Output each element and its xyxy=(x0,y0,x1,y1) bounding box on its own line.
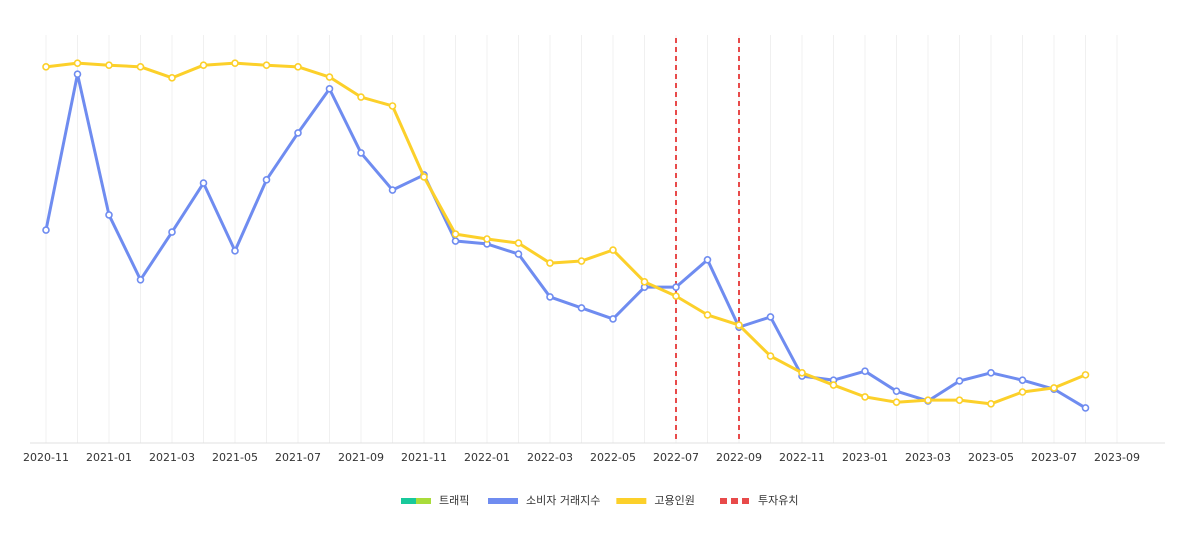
x-tick-label: 2021-07 xyxy=(275,451,321,464)
point xyxy=(1081,404,1090,412)
point xyxy=(451,237,460,245)
x-tick-label: 2023-09 xyxy=(1094,451,1140,464)
x-tick-label: 2023-05 xyxy=(968,451,1014,464)
x-tick-label: 2023-03 xyxy=(905,451,951,464)
x-tick-label: 2022-01 xyxy=(464,451,510,464)
point xyxy=(357,149,365,157)
point xyxy=(987,400,995,408)
legend-label: 소비자 거래지수 xyxy=(526,494,600,507)
point xyxy=(420,173,428,181)
point xyxy=(766,352,775,360)
point xyxy=(451,230,460,238)
point xyxy=(168,74,176,82)
point xyxy=(42,226,50,234)
x-tick-label: 2020-11 xyxy=(23,451,69,464)
legend-label: 트래픽 xyxy=(439,494,469,507)
point xyxy=(609,246,617,254)
point xyxy=(1018,388,1027,396)
x-tick-label: 2023-01 xyxy=(842,451,888,464)
point xyxy=(766,313,775,321)
point xyxy=(388,186,397,194)
x-tick-label: 2022-07 xyxy=(653,451,699,464)
legend-swatch xyxy=(616,498,647,504)
point xyxy=(199,179,208,187)
point xyxy=(325,73,334,81)
point xyxy=(735,321,743,329)
point xyxy=(105,211,113,219)
point xyxy=(546,293,554,301)
series-line xyxy=(44,72,1087,410)
point xyxy=(955,396,964,404)
point xyxy=(861,367,869,375)
point xyxy=(42,63,50,71)
x-tick-label: 2022-03 xyxy=(527,451,573,464)
x-tick-label: 2023-07 xyxy=(1031,451,1077,464)
series-line xyxy=(45,61,1087,406)
legend-swatch xyxy=(720,498,727,504)
x-tick-label: 2021-11 xyxy=(401,451,447,464)
x-tick-label: 2022-05 xyxy=(590,451,636,464)
point xyxy=(829,381,838,389)
point xyxy=(168,228,176,236)
point xyxy=(357,93,365,101)
legend-swatch xyxy=(742,498,749,504)
point xyxy=(388,102,397,110)
point xyxy=(640,278,649,286)
point xyxy=(294,129,302,137)
point xyxy=(1018,376,1027,384)
x-tick-label: 2022-11 xyxy=(779,451,825,464)
point xyxy=(262,61,271,69)
x-tick-label: 2022-09 xyxy=(716,451,762,464)
point xyxy=(798,369,806,377)
point xyxy=(577,257,586,265)
x-tick-label: 2021-03 xyxy=(149,451,195,464)
point xyxy=(514,250,523,258)
legend-swatch xyxy=(488,498,518,504)
legend-label: 투자유치 xyxy=(758,494,798,507)
point xyxy=(861,393,869,401)
point xyxy=(199,61,208,69)
point xyxy=(892,398,901,407)
point xyxy=(1081,371,1090,379)
legend-swatch xyxy=(416,498,431,504)
legend-swatch xyxy=(731,498,738,504)
x-tick-label: 2021-05 xyxy=(212,451,258,464)
point xyxy=(294,63,302,71)
point xyxy=(73,59,82,67)
point xyxy=(672,292,680,300)
point xyxy=(262,176,271,184)
legend-label: 고용인원 xyxy=(654,494,694,507)
point xyxy=(672,283,680,291)
point xyxy=(924,396,932,404)
point xyxy=(1050,384,1058,392)
point xyxy=(483,235,491,243)
x-tick-label: 2021-09 xyxy=(338,451,384,464)
point xyxy=(703,256,712,264)
point xyxy=(892,387,901,395)
point xyxy=(546,259,554,267)
point xyxy=(325,85,334,93)
x-tick-label: 2021-01 xyxy=(86,451,132,464)
point xyxy=(987,369,995,377)
point xyxy=(231,59,239,67)
point xyxy=(609,315,617,323)
point xyxy=(105,61,113,69)
point xyxy=(231,247,239,255)
point xyxy=(136,63,145,71)
point xyxy=(73,70,82,78)
point xyxy=(577,304,586,312)
point xyxy=(136,275,145,284)
point xyxy=(703,311,712,319)
legend-swatch xyxy=(401,498,416,504)
point xyxy=(514,239,523,247)
point xyxy=(955,377,964,385)
